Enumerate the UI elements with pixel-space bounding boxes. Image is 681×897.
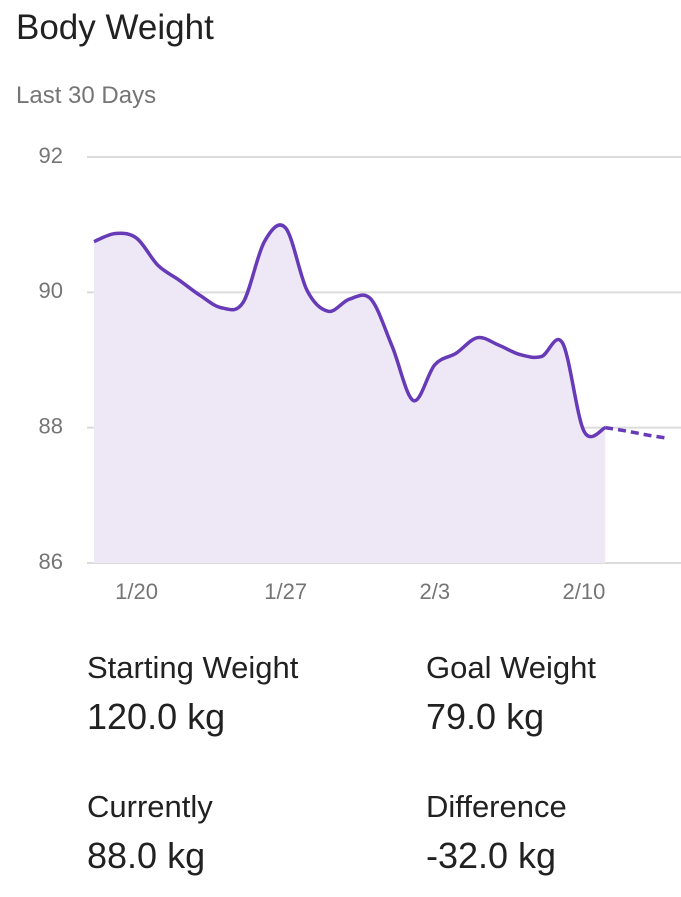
y-tick-label: 88 <box>39 413 63 438</box>
line <box>604 425 670 441</box>
stat: Goal Weight 79.0 kg <box>426 650 596 738</box>
stat: Difference -32.0 kg <box>426 789 567 877</box>
stat-value: 120.0 kg <box>87 696 226 737</box>
x-tick-label: 2/3 <box>420 579 451 604</box>
stat-label: Goal Weight <box>426 650 597 685</box>
x-tick-label: 2/10 <box>562 579 605 604</box>
y-tick-label: 90 <box>39 278 63 303</box>
stat-label: Currently <box>87 789 213 824</box>
stat-label: Starting Weight <box>87 650 299 685</box>
line <box>93 223 607 439</box>
chart: 86 88 90 92 1/20 1/27 2/3 2/10 <box>39 143 681 604</box>
x-tick-label: 1/27 <box>264 579 307 604</box>
stat: Currently 88.0 kg <box>87 789 213 877</box>
title: Body Weight <box>16 8 214 47</box>
stat-value: -32.0 kg <box>426 835 557 876</box>
y-tick-label: 92 <box>39 143 63 168</box>
stat-label: Difference <box>426 789 567 824</box>
x-tick-label: 1/20 <box>115 579 158 604</box>
stat: Starting Weight 120.0 kg <box>87 650 298 738</box>
y-tick-label: 86 <box>39 549 63 574</box>
stat-value: 88.0 kg <box>87 835 206 876</box>
stat-value: 79.0 kg <box>426 696 545 737</box>
subtitle: Last 30 Days <box>16 82 157 109</box>
